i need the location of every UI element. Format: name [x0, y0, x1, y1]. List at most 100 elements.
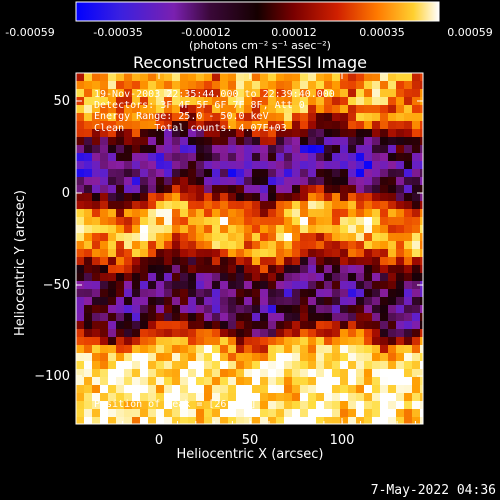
image-pixel	[348, 145, 356, 153]
image-pixel	[372, 401, 380, 409]
image-pixel	[292, 345, 300, 353]
image-pixel	[132, 113, 140, 121]
image-pixel	[252, 305, 260, 313]
image-pixel	[108, 313, 116, 321]
image-pixel	[348, 113, 356, 121]
image-pixel	[332, 153, 340, 161]
image-pixel	[204, 177, 212, 185]
image-pixel	[84, 185, 92, 193]
image-pixel	[100, 385, 108, 393]
image-pixel	[172, 281, 180, 289]
image-pixel	[244, 145, 252, 153]
image-pixel	[220, 161, 228, 169]
info-line-counts: Clean Total counts: 4.07E+03	[94, 123, 287, 134]
image-pixel	[92, 185, 100, 193]
image-pixel	[316, 361, 324, 369]
image-pixel	[340, 241, 348, 249]
image-pixel	[108, 209, 116, 217]
image-pixel	[92, 297, 100, 305]
image-pixel	[268, 241, 276, 249]
image-pixel	[252, 313, 260, 321]
image-pixel	[196, 185, 204, 193]
image-pixel	[244, 393, 252, 401]
image-pixel	[388, 241, 396, 249]
image-pixel	[356, 241, 364, 249]
image-pixel	[124, 241, 132, 249]
image-pixel	[308, 177, 316, 185]
image-pixel	[412, 377, 420, 385]
image-pixel	[364, 321, 372, 329]
image-pixel	[140, 145, 148, 153]
image-pixel	[188, 153, 196, 161]
image-pixel	[316, 217, 324, 225]
image-pixel	[284, 73, 292, 81]
image-pixel	[132, 161, 140, 169]
image-pixel	[308, 257, 316, 265]
image-pixel	[212, 129, 220, 137]
image-pixel	[180, 417, 188, 424]
image-pixel	[348, 393, 356, 401]
image-pixel	[364, 225, 372, 233]
image-pixel	[412, 353, 420, 361]
image-pixel	[340, 169, 348, 177]
image-pixel	[324, 249, 332, 257]
image-pixel	[220, 121, 228, 129]
image-pixel	[244, 305, 252, 313]
y-tick-label: −50	[43, 278, 70, 293]
image-pixel	[396, 97, 404, 105]
image-pixel	[132, 377, 140, 385]
image-pixel	[108, 121, 116, 129]
image-pixel	[236, 385, 244, 393]
image-pixel	[308, 161, 316, 169]
image-pixel	[100, 233, 108, 241]
image-pixel	[76, 313, 84, 321]
image-pixel	[300, 329, 308, 337]
image-pixel	[364, 281, 372, 289]
image-pixel	[172, 257, 180, 265]
image-pixel	[284, 265, 292, 273]
image-pixel	[228, 249, 236, 257]
image-pixel	[84, 273, 92, 281]
image-pixel	[260, 121, 268, 129]
image-pixel	[76, 201, 84, 209]
image-pixel	[260, 81, 268, 89]
image-pixel	[308, 377, 316, 385]
image-pixel	[364, 329, 372, 337]
image-pixel	[76, 321, 84, 329]
image-pixel	[268, 129, 276, 137]
image-pixel	[396, 73, 404, 81]
image-pixel	[332, 81, 340, 89]
image-pixel	[276, 145, 284, 153]
image-pixel	[332, 225, 340, 233]
image-pixel	[316, 113, 324, 121]
image-pixel	[308, 217, 316, 225]
image-pixel	[92, 169, 100, 177]
image-pixel	[108, 97, 116, 105]
image-pixel	[396, 169, 404, 177]
image-pixel	[276, 249, 284, 257]
image-pixel	[100, 345, 108, 353]
image-pixel	[116, 353, 124, 361]
image-pixel	[228, 185, 236, 193]
image-pixel	[100, 257, 108, 265]
image-pixel	[284, 153, 292, 161]
image-pixel	[316, 105, 324, 113]
image-pixel	[124, 337, 132, 345]
image-pixel	[340, 385, 348, 393]
image-pixel	[276, 81, 284, 89]
image-pixel	[148, 81, 156, 89]
image-pixel	[308, 353, 316, 361]
image-pixel	[420, 193, 423, 201]
image-pixel	[188, 417, 196, 424]
image-pixel	[124, 201, 132, 209]
image-pixel	[300, 161, 308, 169]
image-pixel	[196, 97, 204, 105]
image-pixel	[308, 89, 316, 97]
image-pixel	[228, 321, 236, 329]
image-pixel	[148, 361, 156, 369]
image-pixel	[412, 209, 420, 217]
image-pixel	[204, 145, 212, 153]
image-pixel	[236, 161, 244, 169]
image-pixel	[324, 409, 332, 417]
image-pixel	[172, 361, 180, 369]
